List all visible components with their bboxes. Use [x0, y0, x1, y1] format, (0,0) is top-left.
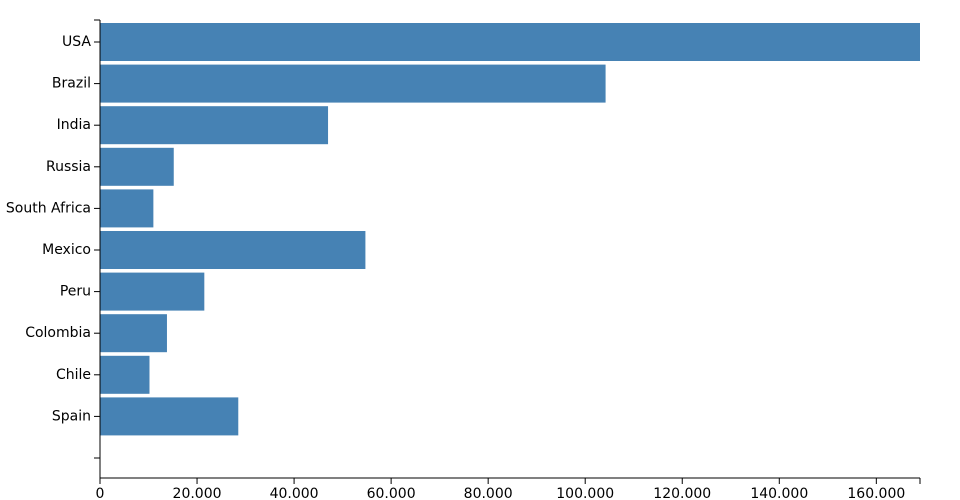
x-axis: 0 20.000 40.000 60.000 80.000 100.000 120.000 1…	[96, 477, 921, 500]
bar-colombia	[100, 314, 167, 353]
y-axis: USA Brazil India Russia South Africa Mexico Pe…	[6, 19, 101, 478]
bar-india	[100, 106, 329, 145]
bar-chile	[100, 355, 150, 394]
y-tick-label-peru: Peru	[60, 284, 91, 300]
x-tick-label: 20.000	[173, 486, 222, 500]
bar-usa	[100, 23, 920, 61]
y-tick-label-russia: Russia	[46, 159, 91, 175]
bar-brazil	[100, 64, 606, 103]
y-tick-label-colombia: Colombia	[25, 325, 91, 341]
x-tick-label: 0	[96, 486, 105, 500]
x-tick-label: 80.000	[464, 486, 513, 500]
y-tick-label-mexico: Mexico	[42, 242, 91, 258]
bar-south-africa	[100, 189, 154, 228]
y-tick-label-usa: USA	[62, 34, 91, 50]
x-tick-label: 60.000	[367, 486, 416, 500]
bar-spain	[100, 397, 239, 436]
y-tick-label-chile: Chile	[56, 367, 91, 383]
x-tick-label: 140.000	[750, 486, 808, 500]
y-tick-label-brazil: Brazil	[52, 76, 91, 92]
x-tick-label: 40.000	[270, 486, 319, 500]
x-tick-label: 160.000	[847, 486, 905, 500]
x-tick-label: 120.000	[653, 486, 711, 500]
bars-group	[100, 23, 920, 436]
bar-russia	[100, 147, 174, 186]
bar-peru	[100, 272, 205, 311]
bar-mexico	[100, 231, 366, 269]
y-tick-label-south-africa: South Africa	[6, 200, 91, 216]
x-tick-label: 100.000	[556, 486, 614, 500]
y-tick-label-spain: Spain	[52, 408, 91, 424]
y-tick-label-india: India	[57, 117, 91, 133]
